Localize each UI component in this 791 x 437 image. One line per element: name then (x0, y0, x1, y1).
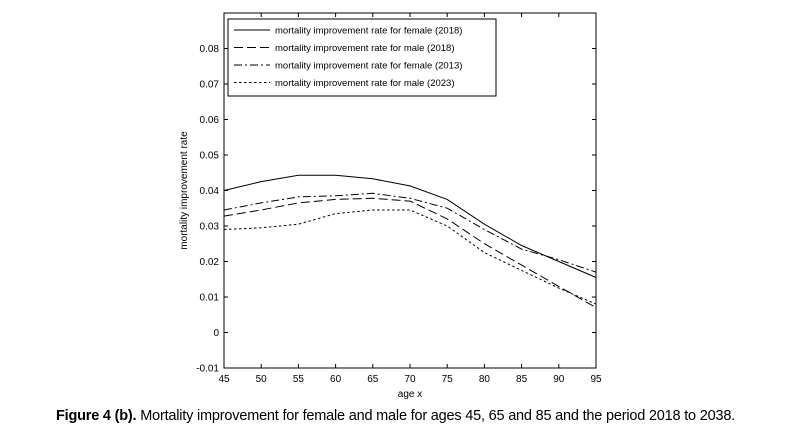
series-line-3 (223, 192, 597, 273)
figure-caption: Figure 4 (b). Mortality improvement for … (0, 408, 791, 424)
legend-label: mortality improvement rate for female (2… (275, 60, 462, 71)
y-tick-label: 0.08 (200, 44, 220, 55)
x-axis: 45 50 55 60 65 70 75 80 85 90 95 (218, 13, 602, 385)
y-tick-label: 0 (213, 328, 219, 339)
x-tick-label: 55 (293, 374, 305, 385)
y-tick-label: 0.03 (200, 222, 220, 233)
x-tick-label: 75 (442, 374, 454, 385)
x-tick-label: 65 (367, 374, 379, 385)
y-tick-label: 0.07 (200, 80, 220, 91)
series-line-1 (223, 174, 597, 278)
legend-label: mortality improvement rate for male (202… (275, 78, 455, 89)
y-axis-title: mortality improvement rate (179, 131, 190, 250)
y-tick-label: 0.06 (200, 115, 220, 126)
x-tick-label: 50 (256, 374, 268, 385)
x-tick-label: 85 (516, 374, 528, 385)
figure-caption-label: Figure 4 (b). (55, 408, 137, 424)
y-axis: -0.01 0 0.01 0.02 0.03 0.04 0.05 0.06 0.07 0.08 (196, 44, 596, 375)
y-tick-label: -0.01 (196, 364, 219, 375)
series-line-4 (223, 209, 597, 305)
x-axis-title: age x (398, 389, 422, 400)
legend: mortality improvement rate for female (2… (227, 18, 497, 97)
y-tick-label: 0.05 (200, 151, 220, 162)
series-lines (223, 174, 597, 309)
figure-caption-text: Mortality improvement for female and mal… (140, 408, 736, 424)
x-tick-label: 90 (553, 374, 565, 385)
legend-label: mortality improvement rate for male (201… (275, 43, 455, 54)
series-line-2 (223, 197, 597, 309)
x-tick-label: 45 (218, 374, 230, 385)
legend-box (227, 18, 497, 97)
x-tick-label: 70 (404, 374, 416, 385)
y-tick-label: 0.02 (200, 257, 220, 268)
y-tick-label: 0.01 (200, 293, 220, 304)
y-tick-label: 0.04 (200, 186, 220, 197)
legend-label: mortality improvement rate for female (2… (275, 25, 462, 36)
x-tick-label: 95 (590, 374, 602, 385)
x-tick-label: 60 (330, 374, 342, 385)
plot-area: -0.01 0 0.01 0.02 0.03 0.04 0.05 0.06 0.07 0.08 4… (196, 12, 602, 385)
x-tick-label: 80 (479, 374, 491, 385)
